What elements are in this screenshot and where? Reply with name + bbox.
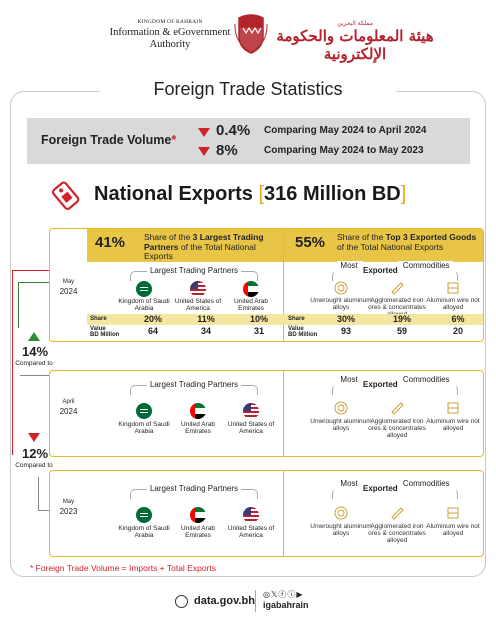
april-2024-section: April 2024 Largest Trading Partners Most … <box>49 370 484 457</box>
footer: data.gov.bh ◎𝕏ⓕⓘ▶ igabahrain <box>175 590 345 612</box>
iron-ore-icon <box>391 282 404 295</box>
saudi-flag-icon <box>136 281 152 297</box>
social-handle[interactable]: igabahrain <box>263 600 309 610</box>
uae-flag-icon <box>190 507 206 523</box>
compare-label-2: Compared to <box>15 462 53 469</box>
partners-share-pct: 41% <box>95 234 126 251</box>
down-arrow-icon <box>198 128 210 137</box>
commodities-subtitle: Most Exported Commodities <box>332 479 458 499</box>
may-2024-section: 41% Share of the 3 Largest Trading Partn… <box>49 228 484 342</box>
commodities-subtitle: Most Exported Commodities <box>332 261 458 281</box>
volume-pct-2: 8% <box>216 142 238 159</box>
commodity-label: Aluminum wire not alloyed <box>426 523 480 537</box>
commodity-label: Agglomerated iron ores & concentrates al… <box>368 523 426 544</box>
partners-subtitle: Largest Trading Partners <box>130 380 258 395</box>
uae-flag-icon <box>190 403 206 419</box>
down-arrow-icon <box>198 147 210 156</box>
value-row: Value BD Million 64 34 31 Value BD Million… <box>90 326 463 338</box>
compare-pct-2: 12% <box>22 446 49 461</box>
partner-label: Kingdom of Saudi Arabia <box>118 298 170 312</box>
commodity-label: Aluminum wire not alloyed <box>426 418 480 432</box>
social-icons[interactable]: ◎𝕏ⓕⓘ▶ <box>263 590 304 599</box>
wire-icon <box>447 507 459 519</box>
national-exports-value: 316 Million BD <box>264 183 401 205</box>
website-link[interactable]: data.gov.bh <box>194 595 255 607</box>
kingdom-label: KINGDOM OF BAHRAIN <box>137 19 203 25</box>
may-2024-summary: 41% Share of the 3 Largest Trading Partn… <box>87 229 483 262</box>
up-arrow-icon <box>28 332 40 341</box>
national-exports-heading: National Exports [316 Million BD] <box>50 179 470 215</box>
commodity-label: Aluminum wire not alloyed <box>426 297 480 311</box>
saudi-flag-icon <box>136 403 152 419</box>
period-label: May 2024 <box>59 279 78 296</box>
commodities-subtitle: Most Exported Commodities <box>332 375 458 395</box>
footnote: * Foreign Trade Volume = Imports + Total… <box>30 563 216 573</box>
usa-flag-icon <box>243 507 259 523</box>
aluminum-coil-icon <box>334 506 348 520</box>
commodity-label: Unwrought aluminum alloys <box>310 418 372 432</box>
down-arrow-icon <box>28 433 40 442</box>
page-title: Foreign Trade Statistics <box>100 74 396 104</box>
volume-compare-1: Comparing May 2024 to April 2024 <box>264 125 427 136</box>
iron-ore-icon <box>391 507 404 520</box>
trade-volume-box: Foreign Trade Volume* 0.4% Comparing May… <box>27 118 470 164</box>
saudi-flag-icon <box>136 507 152 523</box>
trade-volume-label: Foreign Trade Volume* <box>41 133 177 147</box>
commodity-label: Unwrought aluminum alloys <box>310 523 372 537</box>
aluminum-coil-icon <box>334 281 348 295</box>
wire-icon <box>447 402 459 414</box>
volume-compare-2: Comparing May 2024 to May 2023 <box>264 145 424 156</box>
commodity-label: Agglomerated iron ores & concentrates al… <box>368 418 426 439</box>
partners-share-desc: Share of the 3 Largest Trading Partners … <box>144 232 264 261</box>
aluminum-coil-icon <box>334 401 348 415</box>
partner-label: United States of America <box>227 525 275 539</box>
usa-flag-icon <box>190 281 206 297</box>
goods-share-pct: 55% <box>295 234 326 251</box>
org-name-ar: مملكة البحرين هيئة المعلومات والحكومة ال… <box>276 20 434 63</box>
partner-label: Kingdom of Saudi Arabia <box>118 525 170 539</box>
org-name-en: Information & eGovernment Authority <box>109 27 231 50</box>
compare-label-1: Compared to <box>15 360 53 367</box>
partner-label: United Arab Emirates <box>181 525 215 539</box>
period-label: April 2024 <box>59 399 78 416</box>
tag-icon <box>51 181 80 210</box>
national-exports-label: National Exports <box>94 183 253 205</box>
volume-pct-1: 0.4% <box>216 122 251 139</box>
usa-flag-icon <box>243 403 259 419</box>
partner-label: United States of America <box>227 421 275 435</box>
partners-subtitle: Largest Trading Partners <box>130 266 258 281</box>
may-2023-section: May 2023 Largest Trading Partners Most Ex… <box>49 470 484 557</box>
commodity-label: Unwrought aluminum alloys <box>310 297 372 311</box>
header: KINGDOM OF BAHRAIN Information & eGovern… <box>0 0 496 68</box>
globe-icon <box>175 595 188 608</box>
emblem-icon <box>234 14 268 54</box>
period-label: May 2023 <box>59 499 78 516</box>
partner-label: United Arab Emirates <box>181 421 215 435</box>
compare-pct-1: 14% <box>22 344 49 359</box>
partner-label: Kingdom of Saudi Arabia <box>118 421 170 435</box>
share-row: Share 20% 11% 10% Share 30% 19% 6% <box>87 314 483 325</box>
uae-flag-icon <box>243 281 259 297</box>
goods-share-desc: Share of the Top 3 Exported Goods of the… <box>337 232 477 252</box>
partner-label: United States of America <box>174 298 222 312</box>
wire-icon <box>447 282 459 294</box>
iron-ore-icon <box>391 402 404 415</box>
partners-subtitle: Largest Trading Partners <box>130 484 258 499</box>
partner-label: United Arab Emirates <box>234 298 268 312</box>
